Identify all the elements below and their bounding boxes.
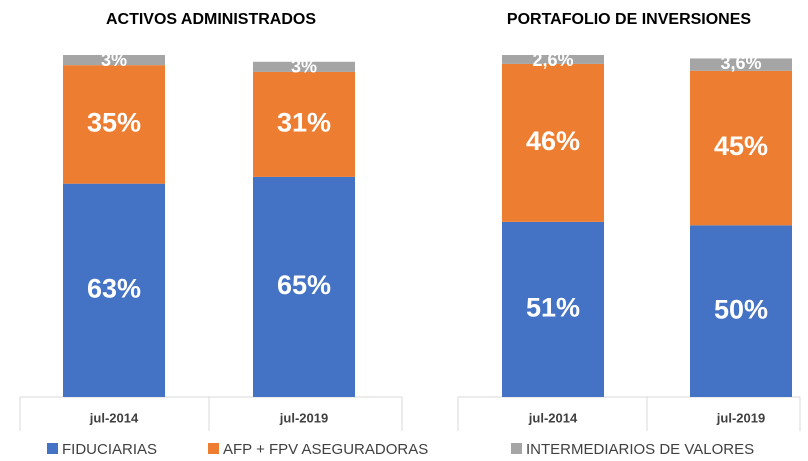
- data-label: 3%: [101, 50, 127, 70]
- x-tick-label: jul-2019: [279, 410, 328, 425]
- legend-swatch: [208, 443, 219, 454]
- legend-label: AFP + FPV ASEGURADORAS: [223, 441, 428, 458]
- data-label: 51%: [526, 293, 580, 323]
- data-label: 65%: [277, 270, 331, 300]
- data-label: 3%: [291, 57, 317, 77]
- bar-segment: [690, 70, 792, 226]
- bar-segment: [63, 65, 165, 184]
- x-tick-label: jul-2014: [528, 410, 578, 425]
- bar-segment: [502, 221, 604, 397]
- bar-segment: [253, 61, 355, 72]
- data-label: 35%: [87, 108, 141, 138]
- chart-title: PORTAFOLIO DE INVERSIONES: [507, 11, 752, 28]
- x-tick-label: jul-2019: [716, 410, 765, 425]
- data-label: 50%: [714, 294, 768, 324]
- bar-segment: [253, 176, 355, 397]
- legend-swatch: [47, 443, 58, 454]
- data-label: 3,6%: [720, 53, 761, 73]
- legend-swatch: [511, 443, 522, 454]
- legend-label: INTERMEDIARIOS DE VALORES: [526, 441, 754, 458]
- bar-segment: [63, 183, 165, 397]
- bar-segment: [690, 225, 792, 397]
- data-label: 63%: [87, 273, 141, 303]
- data-label: 45%: [714, 131, 768, 161]
- bar-segment: [63, 55, 165, 66]
- data-label: 46%: [526, 126, 580, 156]
- bar-segment: [502, 55, 604, 64]
- legend-label: FIDUCIARIAS: [62, 441, 157, 458]
- data-label: 31%: [277, 108, 331, 138]
- chart-title: ACTIVOS ADMINISTRADOS: [106, 11, 316, 28]
- bar-segment: [253, 71, 355, 177]
- bar-segment: [690, 58, 792, 71]
- x-tick-label: jul-2014: [89, 410, 139, 425]
- bar-segment: [502, 63, 604, 222]
- data-label: 2,6%: [532, 50, 573, 70]
